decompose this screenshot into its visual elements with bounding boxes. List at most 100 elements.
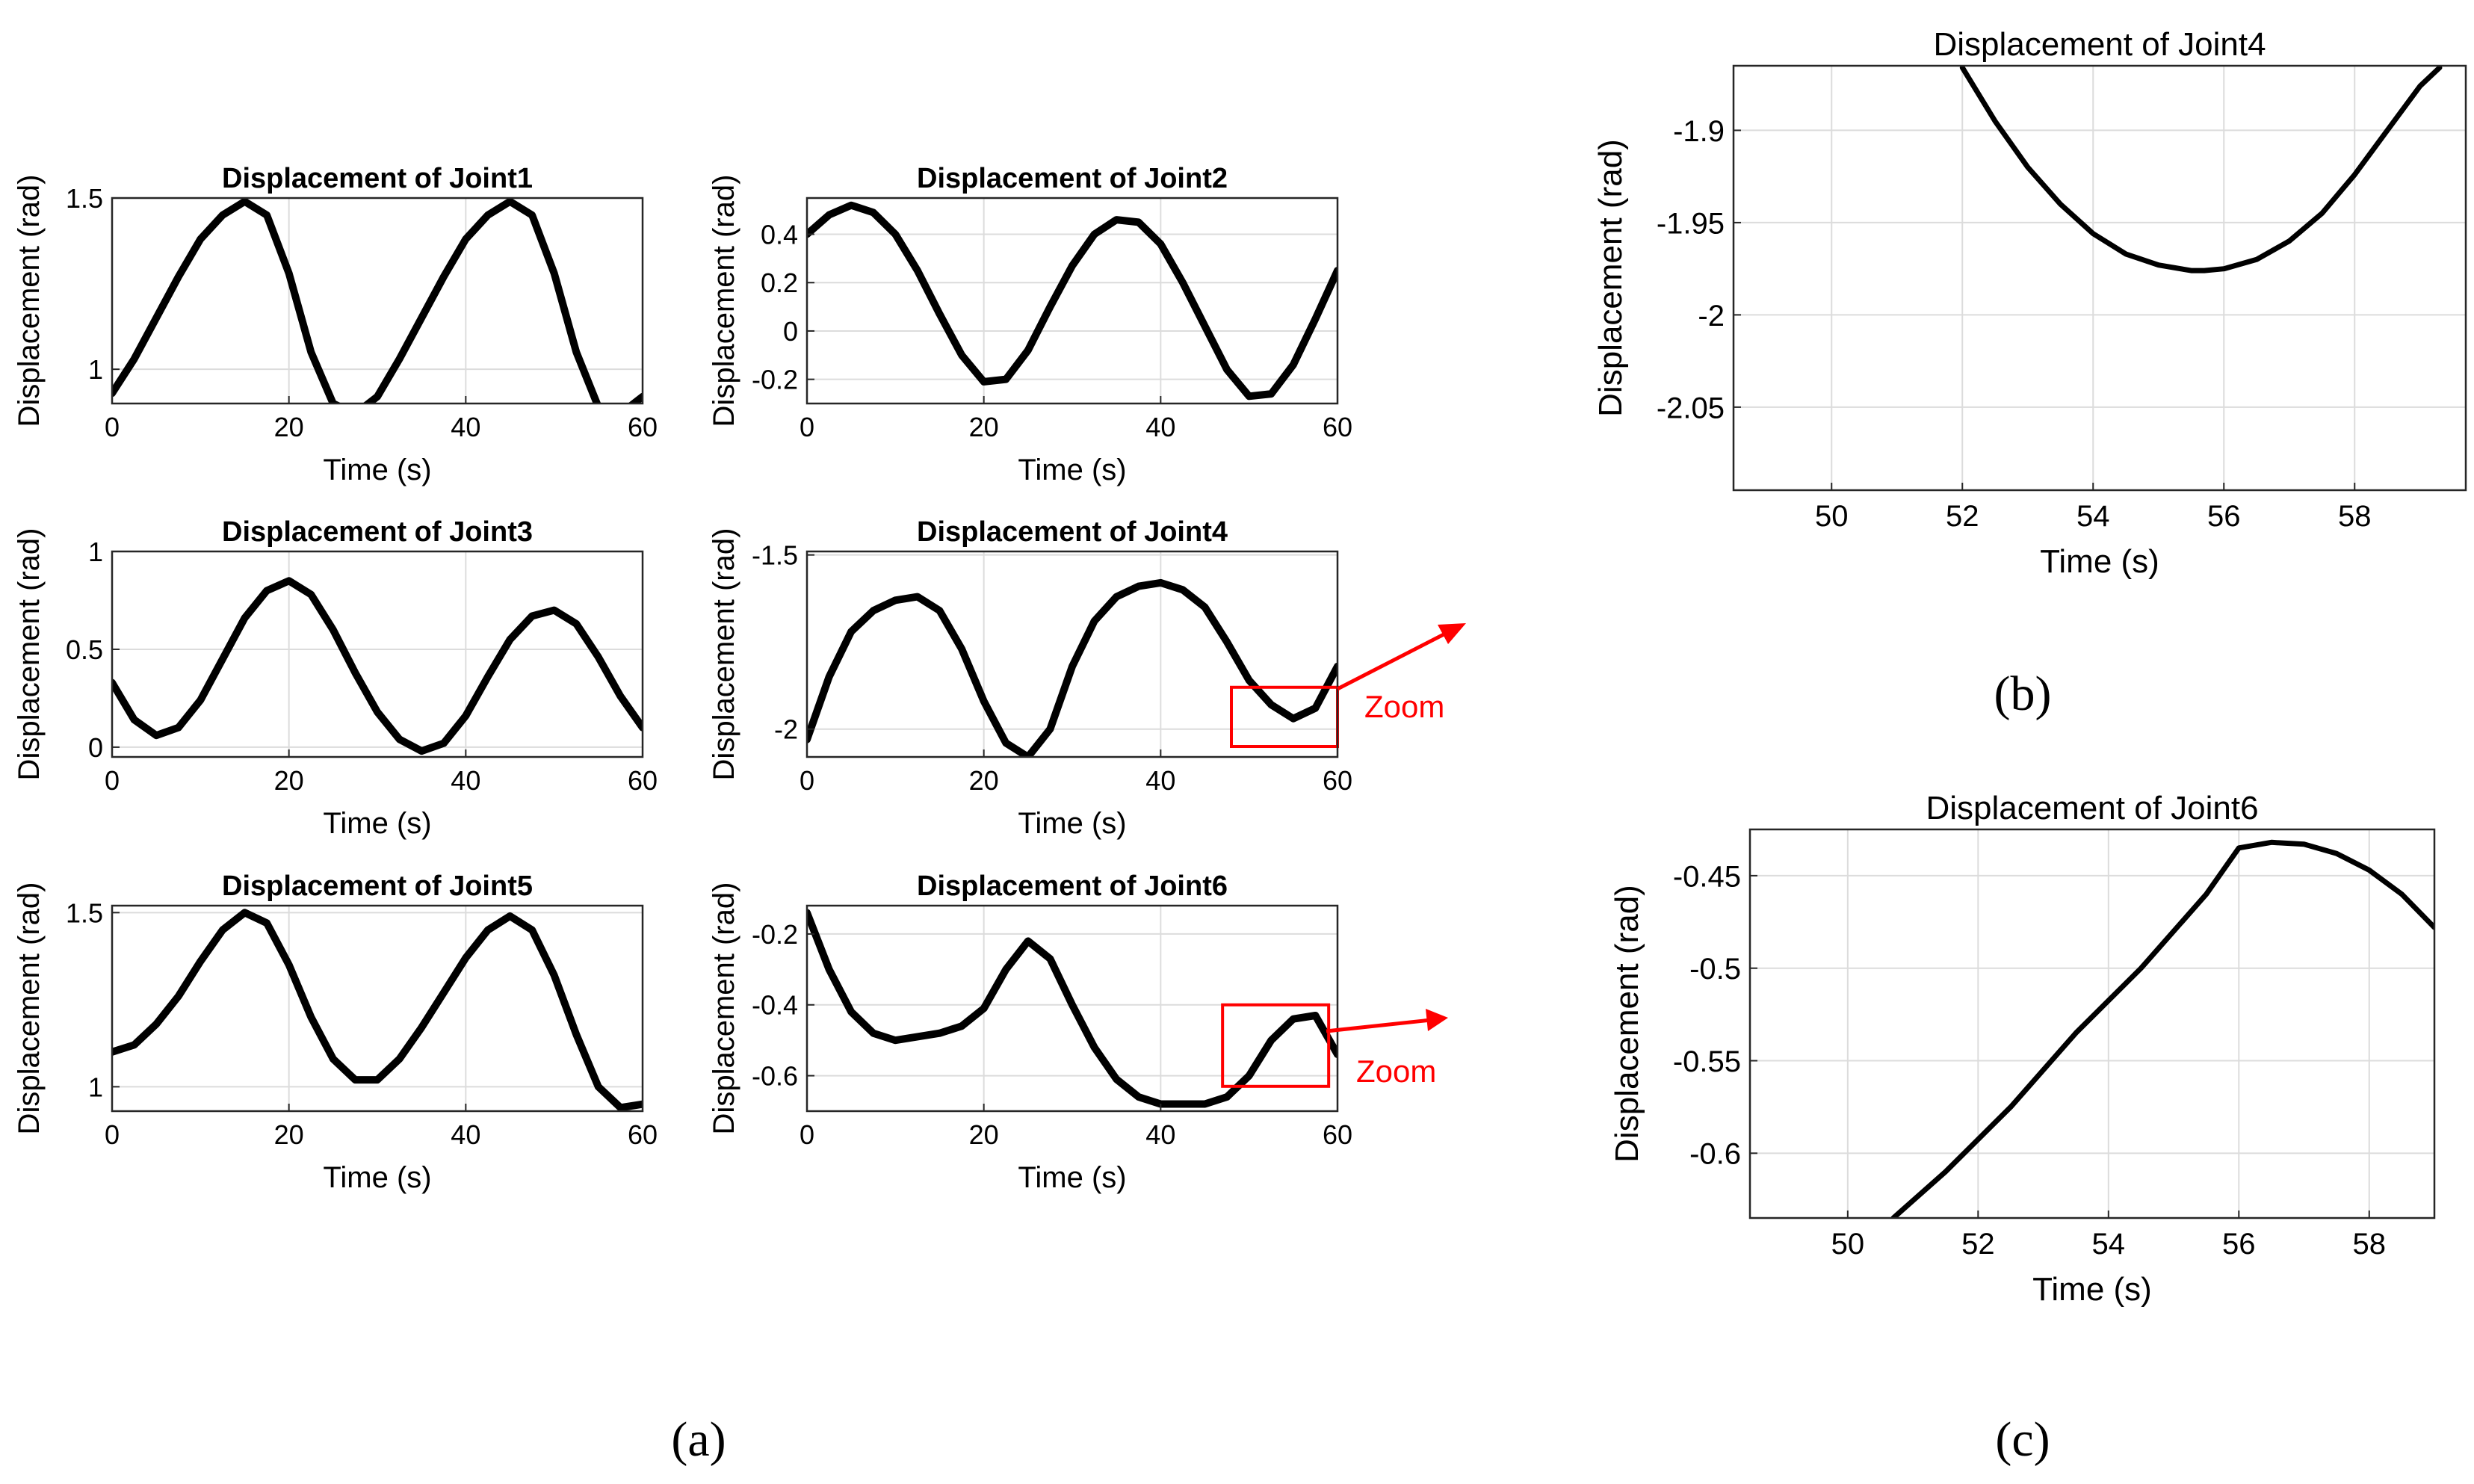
x-axis-label: Time (s) (323, 807, 431, 840)
zoom-arrow-joint6 (1326, 1018, 1432, 1033)
y-tick-label: 1 (88, 537, 103, 567)
x-tick-label: 40 (451, 765, 480, 796)
plot-frame (805, 904, 1339, 1113)
x-tick-label: 40 (1145, 412, 1175, 442)
x-tick-label: 60 (628, 412, 658, 442)
y-tick-label: -0.2 (752, 365, 798, 395)
y-axis-label: Displacement (rad) (13, 528, 46, 781)
chart-z4: 50 52 54 56 58 -2.05 -2 -1.95 -1.9 Displacement o… (1592, 26, 2467, 580)
x-tick-label: 20 (274, 765, 304, 796)
x-tick-label: 54 (2092, 1228, 2126, 1261)
chart-j3: 0 20 40 60 0 0.5 1 Displacement of Joint3 Time (… (13, 516, 658, 840)
y-axis-label: Displacement (rad) (13, 882, 46, 1135)
y-tick-label: 1.5 (66, 897, 103, 928)
x-tick-label: 40 (1145, 765, 1175, 796)
x-axis-label: Time (s) (2032, 1271, 2152, 1308)
x-tick-label: 20 (969, 765, 999, 796)
series-line (807, 578, 1337, 757)
chart-title: Displacement of Joint2 (917, 163, 1228, 194)
y-tick-label: 1 (88, 1072, 103, 1102)
x-tick-label: 58 (2338, 500, 2372, 533)
zoom-arrow-joint6-head (1426, 1009, 1448, 1031)
x-axis-label: Time (s) (1018, 1161, 1126, 1194)
y-axis-label: Displacement (rad) (1609, 885, 1645, 1163)
chart-title: Displacement of Joint4 (1933, 26, 2266, 63)
y-tick-label: -0.2 (752, 919, 798, 950)
x-axis-label: Time (s) (323, 454, 431, 486)
plot-area (807, 551, 1337, 757)
y-axis-label: Displacement (rad) (708, 528, 740, 781)
chart-title: Displacement of Joint3 (222, 516, 533, 548)
chart-title: Displacement of Joint5 (222, 871, 533, 902)
x-tick-label: 60 (628, 1119, 658, 1150)
x-axis-label: Time (s) (2040, 543, 2159, 580)
x-tick-label: 60 (1323, 412, 1352, 442)
series-line (807, 201, 1337, 401)
x-tick-label: 60 (1323, 765, 1352, 796)
chart-z6: 50 52 54 56 58 -0.6 -0.55 -0.5 -0.45 Displacement… (1609, 790, 2436, 1308)
x-axis-label: Time (s) (323, 1161, 431, 1194)
zoom-arrow-joint4-head (1438, 623, 1466, 644)
y-tick-label: 1 (88, 354, 103, 385)
panel-label-c: (c) (1995, 1412, 2050, 1467)
plot-frame (111, 904, 644, 1113)
x-axis-label: Time (s) (1018, 807, 1126, 840)
x-tick-label: 52 (1946, 500, 1979, 533)
y-tick-label: 0 (783, 316, 798, 347)
x-tick-label: 58 (2353, 1228, 2387, 1261)
y-tick-label: -0.4 (752, 990, 798, 1021)
y-axis-label: Displacement (rad) (708, 175, 740, 427)
plot-frame (111, 550, 644, 758)
y-tick-label: -0.6 (752, 1061, 798, 1092)
chart-title: Displacement of Joint6 (917, 871, 1228, 902)
plot-area (112, 551, 643, 757)
x-tick-label: 56 (2222, 1228, 2256, 1261)
zoom-label-joint4: Zoom (1364, 689, 1444, 724)
y-tick-label: 0 (88, 732, 103, 763)
x-tick-label: 40 (451, 1119, 480, 1150)
y-tick-label: -1.9 (1673, 115, 1725, 148)
x-tick-label: 0 (800, 765, 814, 796)
y-tick-label: -1.95 (1657, 207, 1725, 240)
x-tick-label: 20 (969, 1119, 999, 1150)
x-tick-label: 54 (2076, 500, 2110, 533)
x-tick-label: 0 (800, 1119, 814, 1150)
x-tick-label: 50 (1815, 500, 1849, 533)
plot-frame (111, 197, 644, 405)
chart-title: Displacement of Joint1 (222, 163, 533, 194)
y-tick-label: 0.2 (761, 268, 798, 298)
zoom-box (1221, 1003, 1331, 1088)
x-tick-label: 60 (628, 765, 658, 796)
plot-area (1750, 829, 2434, 1218)
x-tick-label: 50 (1831, 1228, 1865, 1261)
y-axis-label: Displacement (rad) (1592, 139, 1629, 417)
chart-title: Displacement of Joint4 (917, 516, 1228, 548)
series-line (1890, 839, 2434, 1218)
y-tick-label: -0.55 (1673, 1045, 1741, 1078)
y-tick-label: -1.5 (752, 540, 798, 571)
x-tick-label: 0 (105, 1119, 120, 1150)
plot-area (1734, 66, 2466, 490)
y-tick-label: -0.5 (1689, 953, 1741, 986)
x-tick-label: 0 (105, 412, 120, 442)
x-tick-label: 40 (451, 412, 480, 442)
chart-title: Displacement of Joint6 (1926, 790, 2258, 826)
chart-j4: 0 20 40 60 -2 -1.5 Displacement of Joint4 Time … (708, 516, 1352, 840)
x-tick-label: 0 (800, 412, 814, 442)
plot-frame (1748, 828, 2436, 1219)
plot-frame (1732, 64, 2467, 492)
chart-j6: 0 20 40 60 -0.6 -0.4 -0.2 Displacement of Joint… (708, 871, 1352, 1194)
x-tick-label: 20 (969, 412, 999, 442)
y-tick-label: -2 (774, 714, 798, 745)
y-tick-label: -2.05 (1657, 392, 1725, 424)
x-tick-label: 0 (105, 765, 120, 796)
plot-frame (805, 550, 1339, 758)
series-line (112, 909, 643, 1111)
panel-label-a: (a) (671, 1412, 726, 1467)
y-tick-label: 0.4 (761, 219, 798, 250)
series-line (112, 577, 643, 755)
chart-j5: 0 20 40 60 1 1.5 Displacement of Joint5 Time (s… (13, 871, 658, 1194)
x-tick-label: 52 (1961, 1228, 1995, 1261)
